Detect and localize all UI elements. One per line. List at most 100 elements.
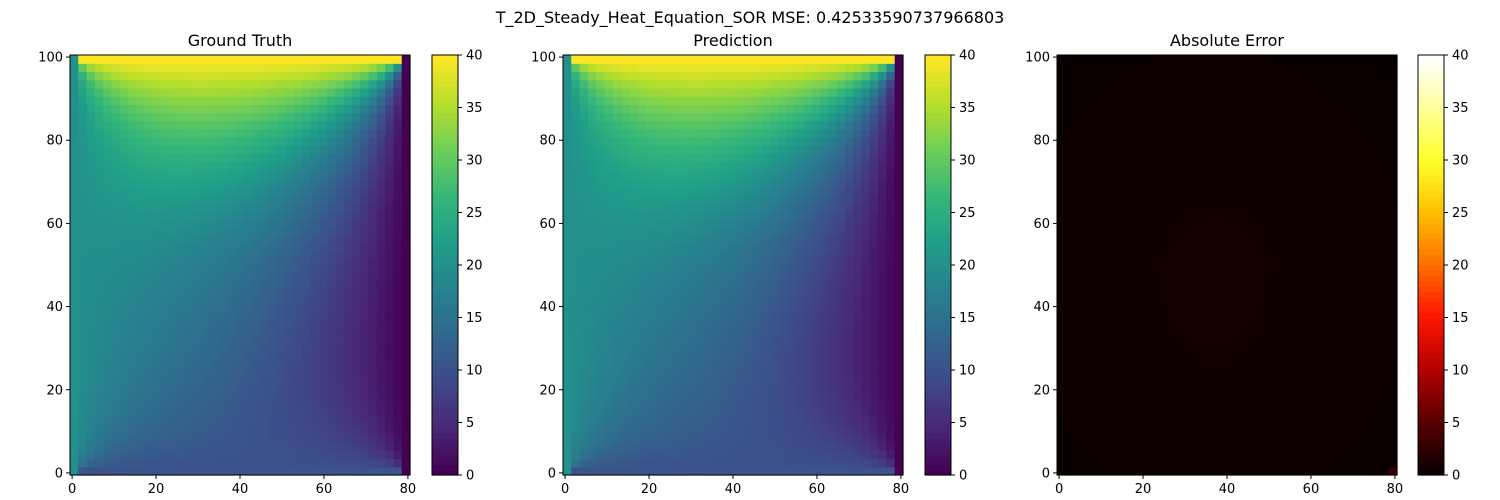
heatmap-cell <box>596 326 606 336</box>
heatmap-cell <box>687 219 697 229</box>
heatmap-cell <box>695 326 705 336</box>
colorbar-segment <box>432 322 458 329</box>
heatmap-cell <box>844 178 854 188</box>
heatmap-cell <box>161 203 171 213</box>
heatmap-cell <box>343 318 353 328</box>
heatmap-cell <box>1289 392 1299 402</box>
heatmap-cell <box>745 269 755 278</box>
heatmap-cell <box>1164 367 1174 377</box>
heatmap-cell <box>596 376 606 386</box>
heatmap-cell <box>269 186 278 196</box>
heatmap-cell <box>310 367 320 377</box>
heatmap-cell <box>368 343 378 353</box>
heatmap-cell <box>1347 367 1357 377</box>
heatmap-cell <box>252 260 262 270</box>
heatmap-cell <box>227 409 237 418</box>
heatmap-cell <box>1156 458 1166 468</box>
panel-title: Ground Truth <box>188 31 293 50</box>
heatmap-cell <box>1272 433 1282 443</box>
heatmap-cell <box>227 367 237 377</box>
heatmap-cell <box>654 79 664 89</box>
heatmap-cell <box>1256 392 1265 402</box>
heatmap-cell <box>269 87 278 97</box>
colorbar-segment <box>925 391 951 397</box>
heatmap-cell <box>795 310 805 320</box>
heatmap-cell <box>869 63 879 73</box>
heatmap-cell <box>587 129 597 138</box>
heatmap-cell <box>144 400 154 410</box>
heatmap-cell <box>385 71 395 81</box>
heatmap-cell <box>302 433 312 443</box>
heatmap-cell <box>654 302 664 311</box>
heatmap-cell <box>670 55 680 64</box>
heatmap-cell <box>318 71 328 81</box>
heatmap-cell <box>161 277 171 287</box>
heatmap-cell <box>111 293 121 303</box>
heatmap-cell <box>894 203 904 213</box>
heatmap-cell <box>762 285 771 295</box>
heatmap-cell <box>327 318 336 328</box>
heatmap-cell <box>70 104 79 114</box>
heatmap-cell <box>1098 433 1108 443</box>
heatmap-cell <box>144 260 154 270</box>
heatmap-cell <box>103 450 113 460</box>
heatmap-cell <box>687 71 697 81</box>
heatmap-cell <box>152 55 162 64</box>
heatmap-cell <box>252 285 262 295</box>
heatmap-cell <box>1289 425 1299 435</box>
heatmap-cell <box>596 170 606 180</box>
y-tick-label: 40 <box>539 300 556 315</box>
heatmap-cell <box>1197 359 1207 369</box>
heatmap-cell <box>637 236 647 246</box>
heatmap-cell <box>612 458 622 468</box>
heatmap-cell <box>770 466 780 476</box>
heatmap-cell <box>753 104 763 114</box>
heatmap-cell <box>351 137 361 147</box>
heatmap-cell <box>1065 425 1075 435</box>
heatmap-cell <box>645 326 655 336</box>
heatmap-cell <box>128 79 137 89</box>
heatmap-cell <box>1355 384 1365 394</box>
heatmap-cell <box>861 277 871 287</box>
heatmap-cell <box>1214 400 1224 410</box>
heatmap-cell <box>645 269 655 278</box>
heatmap-cell <box>563 458 572 468</box>
heatmap-cell <box>786 55 796 64</box>
heatmap-cell <box>269 326 278 336</box>
heatmap-cell <box>670 409 680 418</box>
heatmap-cell <box>820 236 829 246</box>
heatmap-cell <box>186 227 195 237</box>
heatmap-cell <box>1081 384 1091 394</box>
heatmap-cell <box>753 79 763 89</box>
heatmap-cell <box>637 178 647 188</box>
heatmap-cell <box>194 458 204 468</box>
heatmap-cell <box>753 211 763 221</box>
heatmap-cell <box>136 293 146 303</box>
heatmap-cell <box>227 186 237 196</box>
heatmap-cell <box>587 55 597 64</box>
heatmap-cell <box>753 219 763 229</box>
heatmap-cell <box>136 260 146 270</box>
heatmap-cell <box>786 178 796 188</box>
heatmap-cell <box>886 170 896 180</box>
heatmap-cell <box>144 458 154 468</box>
heatmap-cell <box>1222 392 1232 402</box>
colorbar-tick-label: 15 <box>959 311 976 326</box>
heatmap-cell <box>318 104 328 114</box>
heatmap-cell <box>144 79 154 89</box>
heatmap-cell <box>293 71 303 81</box>
heatmap-cell <box>335 71 345 81</box>
heatmap-cell <box>401 417 411 427</box>
heatmap-cell <box>844 318 854 328</box>
heatmap-cell <box>1330 433 1340 443</box>
heatmap-cell <box>712 260 722 270</box>
heatmap-cell <box>654 318 664 328</box>
heatmap-cell <box>728 219 738 229</box>
heatmap-cell <box>728 71 738 81</box>
heatmap-cell <box>820 425 829 435</box>
heatmap-cell <box>1355 367 1365 377</box>
heatmap-cell <box>596 310 606 320</box>
heatmap-cell <box>703 417 713 427</box>
heatmap-cell <box>712 367 722 377</box>
heatmap-cell <box>144 293 154 303</box>
